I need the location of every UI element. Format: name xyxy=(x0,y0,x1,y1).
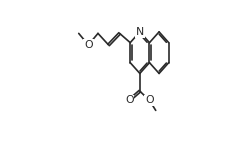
Text: N: N xyxy=(136,27,144,37)
Text: O: O xyxy=(84,40,93,50)
Text: O: O xyxy=(125,95,134,105)
Text: O: O xyxy=(145,95,154,105)
